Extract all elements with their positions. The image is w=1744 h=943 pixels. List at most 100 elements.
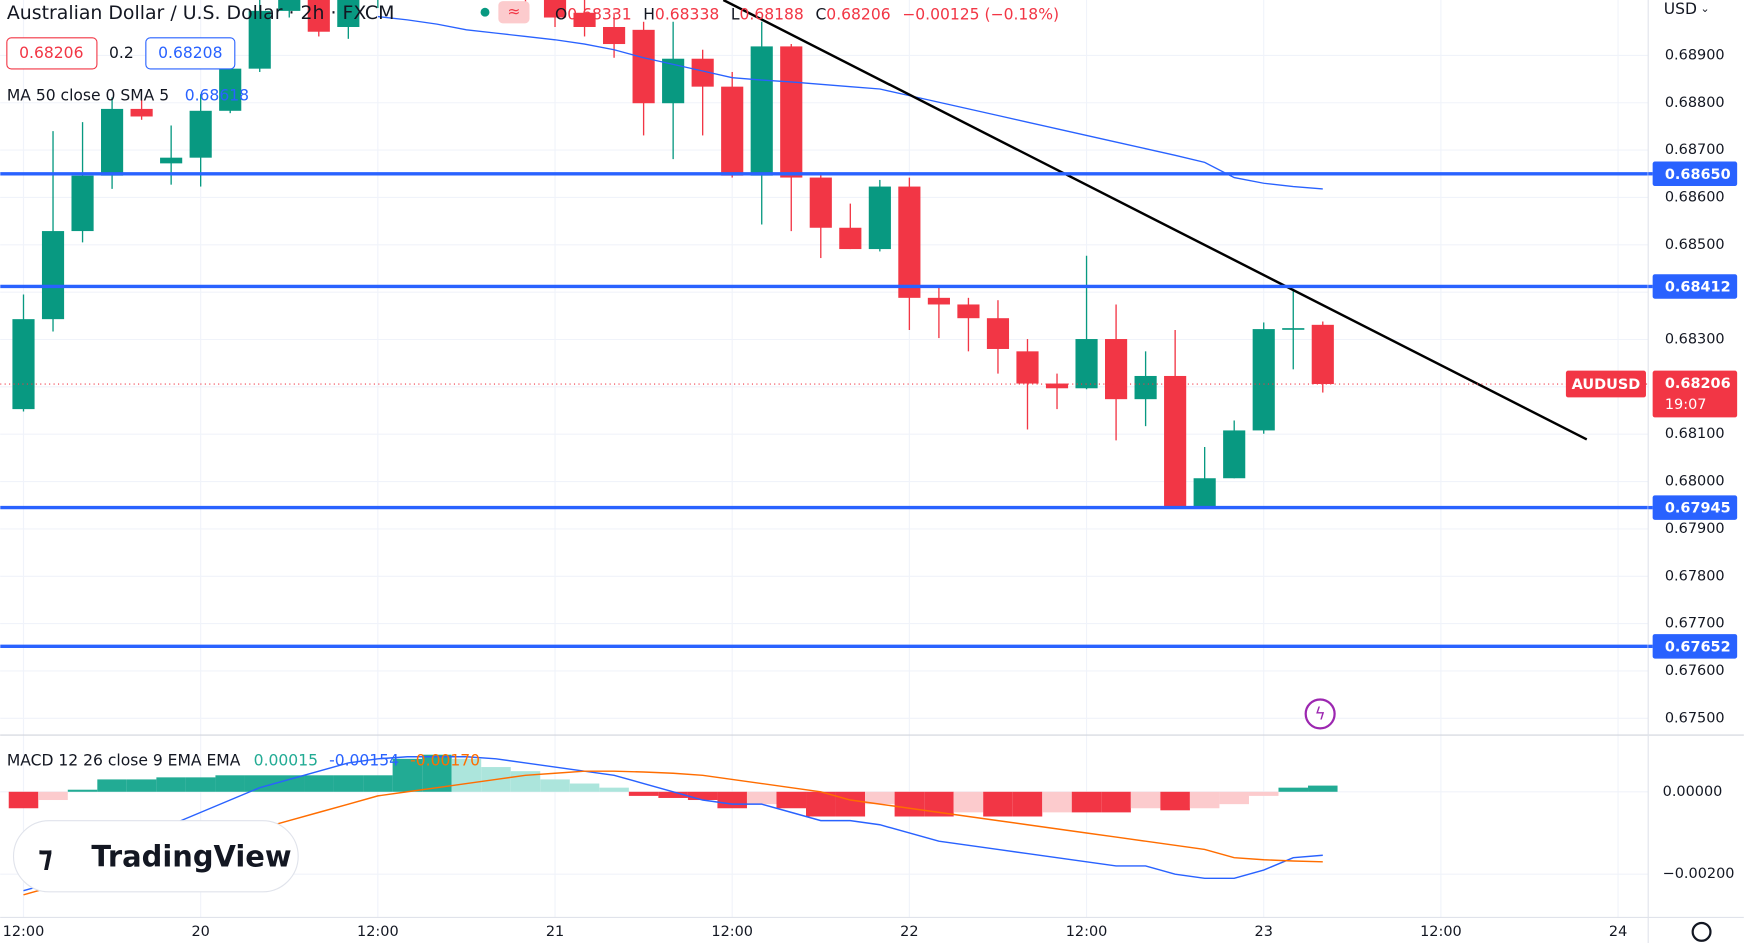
y-tick-label: 0.68000: [1665, 474, 1725, 490]
y-tick-label: 0.67900: [1665, 521, 1725, 537]
indicator-toggle[interactable]: [498, 1, 530, 24]
spread: 0.2: [109, 44, 134, 62]
sell-price: 0.68206: [19, 44, 83, 62]
x-tick-label: 12:00: [1066, 924, 1108, 940]
c-label: C: [815, 5, 826, 23]
candle-body: [721, 86, 744, 176]
candle-body: [839, 227, 862, 250]
x-tick-label: 12:00: [357, 924, 399, 940]
candle-body: [780, 46, 803, 178]
candle-body: [101, 108, 124, 176]
histogram-bar: [363, 775, 393, 792]
symbol-tag-label: AUDUSD: [1572, 377, 1641, 393]
histogram-bar: [185, 777, 216, 792]
status-dot: [480, 7, 490, 17]
candle-body: [1282, 328, 1305, 330]
candle-body: [1105, 339, 1128, 400]
histogram-bar: [717, 791, 747, 809]
level-tag: [1652, 634, 1738, 659]
x-tick-label: 23: [1255, 924, 1273, 940]
o-label: O: [555, 5, 567, 23]
ohlc-header: O0.68331 H0.68338 L0.68188 C0.68206 −0.0…: [555, 5, 1059, 23]
candle-body: [1223, 430, 1246, 479]
histogram-bar: [1071, 791, 1102, 813]
level-label: 0.67652: [1665, 639, 1731, 655]
macd-line: [23, 756, 1323, 892]
candle-body: [750, 46, 773, 176]
buy-box[interactable]: [145, 37, 236, 70]
level-tag: [1652, 495, 1738, 520]
histogram-bar: [156, 777, 186, 792]
ma-legend: MA 50 close 0 SMA 5 0.68618: [7, 86, 249, 104]
y-tick-label: 0.68800: [1665, 95, 1725, 111]
candle-body: [986, 318, 1010, 349]
h-label: H: [643, 5, 655, 23]
histogram-bar: [865, 791, 895, 805]
histogram-bar: [1130, 791, 1161, 809]
price-tag: [1652, 370, 1738, 418]
histogram-bar: [1278, 787, 1309, 792]
price-label: 0.68206: [1665, 376, 1731, 392]
event-icon[interactable]: [1304, 698, 1336, 730]
l-label: L: [731, 5, 740, 23]
ma-name: MA 50 close 0 SMA 5: [7, 86, 169, 104]
buy-price: 0.68208: [158, 44, 222, 62]
candle-body: [1164, 375, 1187, 509]
ma-line: [377, 15, 1323, 190]
histogram-bar: [333, 775, 364, 792]
histogram-bar: [97, 779, 127, 792]
macd-pane: [8, 754, 1338, 896]
macd-value: -0.00154: [329, 751, 399, 769]
x-tick-label: 22: [900, 924, 918, 940]
x-tick-label: 12:00: [711, 924, 753, 940]
histogram-bar: [983, 791, 1013, 817]
grid: [0, 0, 1649, 918]
o-value: 0.68331: [567, 5, 631, 23]
ma-value: 0.68618: [185, 86, 249, 104]
logo-bubble[interactable]: [12, 820, 299, 893]
currency[interactable]: USD ⌄: [1664, 0, 1710, 17]
trend-line: [722, 0, 1588, 441]
currency-label: USD: [1664, 0, 1697, 17]
candle-body: [691, 58, 714, 87]
candle-body: [71, 175, 94, 232]
settings-gear[interactable]: [1691, 921, 1712, 942]
histogram-bar: [569, 783, 600, 792]
l-value: 0.68188: [740, 5, 804, 23]
x-tick-label: 12:00: [1420, 924, 1462, 940]
histogram-bar: [215, 775, 245, 792]
histogram-bar: [953, 791, 984, 813]
histogram-bar: [599, 787, 629, 792]
y-tick-label: 0.67700: [1665, 616, 1725, 632]
candle-body: [957, 304, 980, 319]
histogram-bar: [244, 775, 275, 792]
signal-value: -0.00170: [410, 751, 480, 769]
histogram-bar: [126, 779, 157, 792]
candle-body: [543, 0, 567, 18]
histogram-bar: [658, 791, 688, 798]
candle-body: [662, 58, 685, 104]
level-label: 0.68412: [1665, 280, 1731, 296]
candle-body: [1193, 478, 1216, 509]
candle-body: [1075, 339, 1098, 389]
price-pane: [0, 0, 1649, 649]
candle-body: [927, 297, 950, 305]
histogram-bar: [746, 791, 777, 805]
sell-box[interactable]: [6, 37, 98, 70]
histogram-bar: [1101, 791, 1131, 813]
symbol-tag: [1565, 370, 1646, 398]
y-tick-label: 0.68900: [1665, 47, 1725, 63]
x-tick-label: 21: [546, 924, 564, 940]
logo-mark: ⁊: [38, 839, 53, 873]
candle-body: [248, 10, 271, 69]
histogram-bar: [1189, 791, 1220, 809]
candle-body: [632, 29, 655, 104]
histogram-bar: [894, 791, 925, 817]
macd-tick-label: 0.00000: [1663, 784, 1723, 800]
candle-body: [868, 186, 891, 250]
candle-body: [278, 0, 301, 11]
candle-body: [337, 0, 360, 27]
countdown: 19:07: [1665, 397, 1707, 413]
